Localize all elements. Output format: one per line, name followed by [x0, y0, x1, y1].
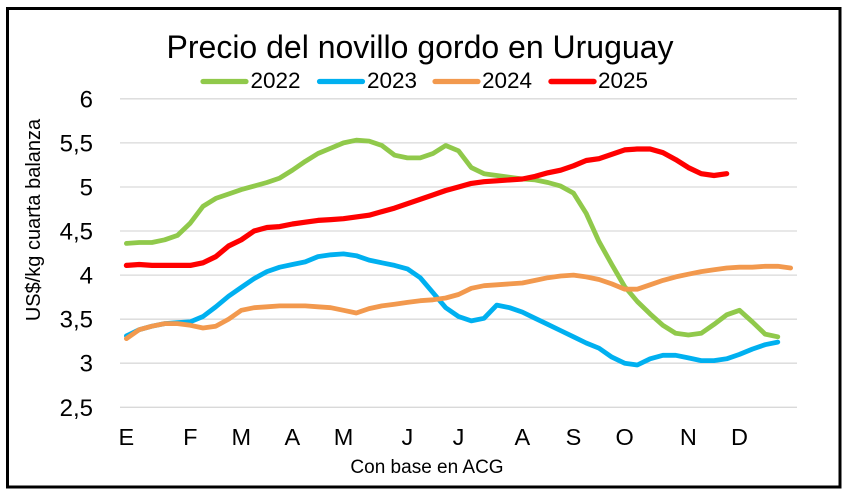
svg-text:S: S: [566, 424, 582, 450]
svg-text:2025: 2025: [598, 68, 648, 93]
svg-text:2,5: 2,5: [60, 395, 93, 422]
svg-text:4: 4: [80, 263, 93, 290]
svg-text:2023: 2023: [367, 68, 417, 93]
svg-text:Precio del novillo gordo en Ur: Precio del novillo gordo en Uruguay: [167, 29, 674, 65]
svg-text:E: E: [119, 424, 135, 450]
svg-text:N: N: [680, 424, 697, 450]
svg-text:3: 3: [80, 351, 93, 378]
svg-text:5: 5: [80, 175, 93, 202]
svg-text:4,5: 4,5: [60, 219, 93, 246]
svg-text:F: F: [183, 424, 197, 450]
svg-text:J: J: [402, 424, 414, 450]
svg-text:6: 6: [80, 86, 93, 113]
svg-text:2022: 2022: [251, 68, 301, 93]
svg-text:2024: 2024: [482, 68, 532, 93]
svg-text:A: A: [285, 424, 301, 450]
svg-text:O: O: [615, 424, 633, 450]
svg-text:Con base en ACG: Con base en ACG: [350, 457, 503, 478]
svg-text:A: A: [515, 424, 531, 450]
svg-text:5,5: 5,5: [60, 130, 93, 157]
svg-text:3,5: 3,5: [60, 307, 93, 334]
svg-text:J: J: [453, 424, 465, 450]
svg-text:M: M: [334, 424, 354, 450]
svg-text:D: D: [731, 424, 748, 450]
svg-text:US$/kg cuarta balanza: US$/kg cuarta balanza: [23, 118, 45, 321]
svg-text:M: M: [232, 424, 252, 450]
